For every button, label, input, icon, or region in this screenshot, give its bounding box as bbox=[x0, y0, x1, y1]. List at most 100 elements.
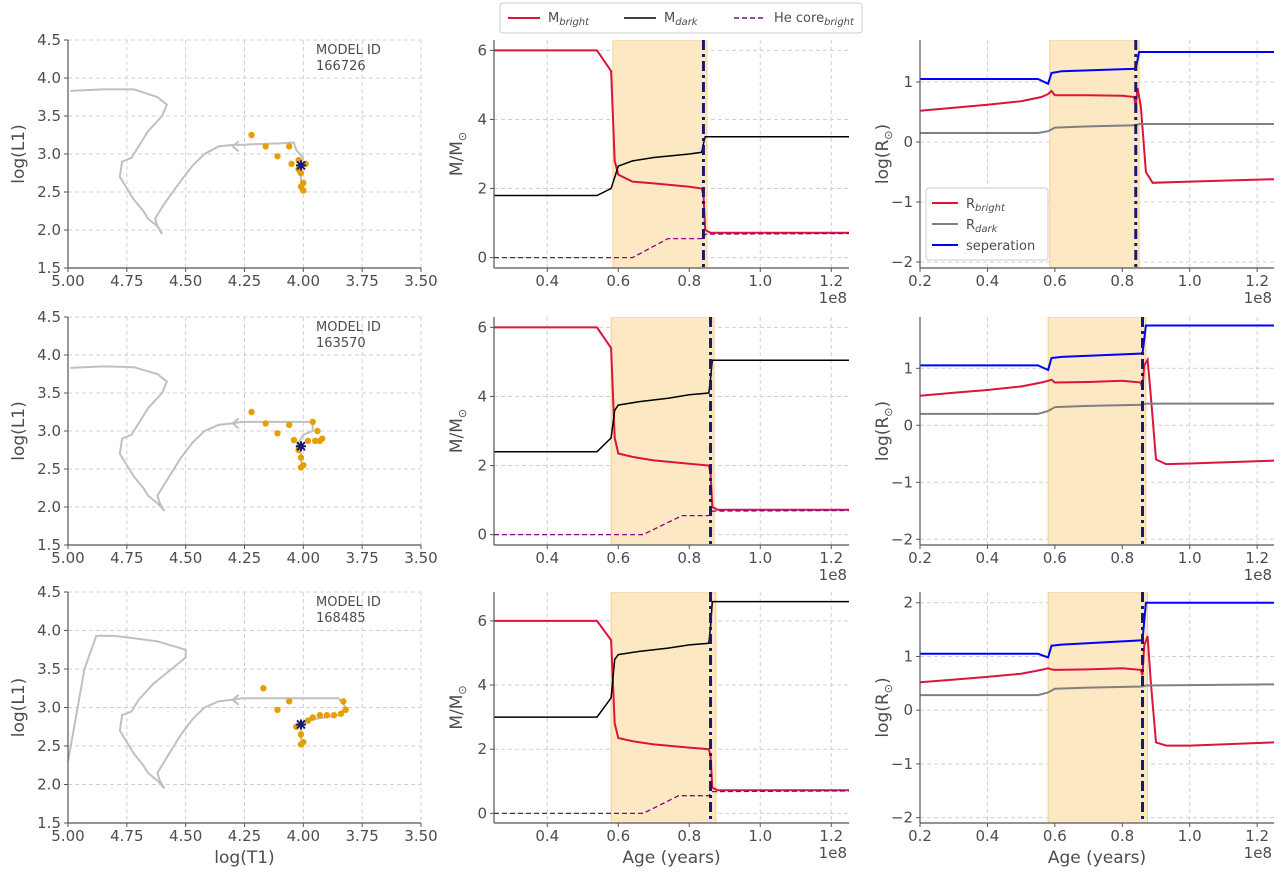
x-tick-label: 4.75 bbox=[110, 549, 143, 567]
y-axis-label: M/M⊙ bbox=[447, 409, 469, 453]
x-tick-label: 0.8 bbox=[1110, 272, 1134, 290]
y-tick-label: 2.0 bbox=[37, 776, 61, 794]
y-tick-label: 3.0 bbox=[37, 699, 61, 717]
y-tick-label: 1.5 bbox=[37, 259, 61, 277]
y-tick-label: 6 bbox=[477, 612, 487, 630]
x-tick-label: 0.2 bbox=[908, 272, 932, 290]
y-tick-label: 4 bbox=[477, 110, 487, 128]
x-axis-label: log(T1) bbox=[214, 848, 274, 868]
series-seperation bbox=[920, 324, 1274, 372]
y-tick-label: 1 bbox=[903, 73, 913, 91]
hr-point bbox=[300, 187, 307, 194]
x-tick-label: 0.6 bbox=[1043, 549, 1067, 567]
hr-point bbox=[297, 731, 305, 738]
legend-label-m-bright: Mbright bbox=[548, 11, 590, 28]
hr-final-marker bbox=[295, 160, 306, 171]
hr-point bbox=[262, 420, 269, 427]
x-multiplier: 1e8 bbox=[1244, 289, 1272, 307]
hr-point bbox=[262, 143, 269, 150]
x-tick-label: 4.25 bbox=[228, 549, 261, 567]
y-axis-label: log(L1) bbox=[9, 401, 29, 460]
y-axis-label: M/M⊙ bbox=[447, 685, 469, 729]
model-id-label: MODEL ID bbox=[316, 43, 381, 58]
x-tick-label: 0.8 bbox=[677, 549, 701, 567]
x-tick-label: 0.6 bbox=[606, 272, 630, 290]
hr-track-late bbox=[154, 141, 305, 235]
y-tick-label: 0 bbox=[477, 249, 487, 267]
x-tick-label: 0.8 bbox=[677, 272, 701, 290]
panel-radius-2: 0.2 0.4 0.6 0.8 1.0 1.2 −2 −1 0 1 2 1e8 log(R⊙) Age (… bbox=[873, 592, 1274, 868]
x-tick-label: 0.8 bbox=[1110, 827, 1134, 845]
x-tick-label: 1.0 bbox=[1178, 549, 1202, 567]
x-tick-label: 5.00 bbox=[51, 549, 84, 567]
model-id-label: MODEL ID bbox=[316, 320, 381, 335]
x-tick-label: 3.75 bbox=[345, 827, 378, 845]
x-multiplier: 1e8 bbox=[819, 566, 847, 584]
y-tick-label: −1 bbox=[891, 473, 913, 491]
x-tick-label: 3.50 bbox=[404, 827, 437, 845]
hr-point bbox=[286, 143, 293, 150]
y-tick-label: 1 bbox=[903, 647, 913, 665]
x-multiplier: 1e8 bbox=[1244, 844, 1272, 862]
x-tick-label: 0.4 bbox=[535, 827, 559, 845]
model-id-value: 163570 bbox=[316, 336, 366, 351]
y-tick-label: 2.0 bbox=[37, 221, 61, 239]
x-tick-label: 4.75 bbox=[110, 272, 143, 290]
x-tick-label: 5.00 bbox=[51, 272, 84, 290]
y-tick-label: 1.5 bbox=[37, 814, 61, 832]
figure-legend: Mbright Mdark He corebright bbox=[499, 2, 863, 34]
x-tick-label: 1.2 bbox=[1245, 549, 1269, 567]
x-tick-label: 1.2 bbox=[1245, 827, 1269, 845]
x-tick-label: 4.25 bbox=[228, 827, 261, 845]
hr-point bbox=[340, 698, 347, 705]
y-tick-label: −2 bbox=[891, 530, 913, 548]
model-id-value: 168485 bbox=[316, 611, 366, 626]
series-he-core-bright bbox=[494, 232, 849, 259]
y-tick-label: 0 bbox=[477, 526, 487, 544]
hr-point bbox=[248, 131, 255, 139]
y-tick-label: 4.5 bbox=[37, 308, 61, 326]
hr-point bbox=[274, 706, 281, 714]
hr-point bbox=[314, 427, 321, 435]
series-seperation bbox=[920, 51, 1274, 86]
x-tick-label: 0.6 bbox=[606, 827, 630, 845]
x-axis-label: Age (years) bbox=[1048, 848, 1146, 868]
rlof-span bbox=[610, 317, 715, 545]
panel-mass-0: 0.4 0.6 0.8 1.0 1.2 0 2 4 6 1e8 M/M⊙ bbox=[447, 40, 849, 307]
hr-point bbox=[309, 714, 316, 721]
hr-point bbox=[290, 436, 298, 444]
x-tick-label: 0.4 bbox=[975, 549, 999, 567]
hr-point bbox=[309, 418, 316, 426]
series-r-dark bbox=[920, 123, 1274, 134]
y-tick-label: 2 bbox=[477, 740, 487, 758]
rlof-span bbox=[1047, 592, 1149, 823]
y-tick-label: 2.0 bbox=[37, 498, 61, 516]
y-tick-label: 1 bbox=[903, 359, 913, 377]
x-tick-label: 0.6 bbox=[1043, 827, 1067, 845]
x-tick-label: 4.25 bbox=[228, 272, 261, 290]
y-axis-label: log(L1) bbox=[9, 678, 29, 737]
panel-mass-1: 0.4 0.6 0.8 1.0 1.2 0 2 4 6 1e8 M/M⊙ bbox=[447, 317, 849, 584]
legend-label-he-core: He corebright bbox=[774, 11, 855, 28]
hr-final-marker bbox=[295, 441, 306, 452]
series-m-bright bbox=[494, 49, 849, 234]
y-tick-label: 4.0 bbox=[37, 69, 61, 87]
x-tick-label: 1.0 bbox=[748, 827, 772, 845]
x-tick-label: 0.8 bbox=[677, 827, 701, 845]
hr-final-marker bbox=[295, 719, 306, 730]
panel-hr-0: 5.00 4.75 4.50 4.25 4.00 3.75 3.50 1.5 2.0 2.5 3.0… bbox=[9, 31, 438, 290]
x-tick-label: 3.75 bbox=[345, 272, 378, 290]
panel-radius-0: 0.2 0.4 0.6 0.8 1.0 1.2 −2 −1 0 1 1e8 Rbright Rdark s… bbox=[873, 40, 1274, 307]
series-r-bright bbox=[920, 635, 1274, 747]
series-r-bright bbox=[920, 356, 1274, 466]
x-tick-label: 1.2 bbox=[819, 272, 843, 290]
series-r-bright bbox=[920, 87, 1274, 184]
radius-legend: Rbright Rdark seperation bbox=[925, 187, 1049, 261]
y-tick-label: 2.5 bbox=[37, 737, 61, 755]
x-tick-label: 0.6 bbox=[1043, 272, 1067, 290]
hr-point bbox=[323, 712, 331, 719]
x-tick-label: 4.50 bbox=[169, 549, 202, 567]
x-tick-label: 1.0 bbox=[748, 549, 772, 567]
x-multiplier: 1e8 bbox=[1244, 566, 1272, 584]
